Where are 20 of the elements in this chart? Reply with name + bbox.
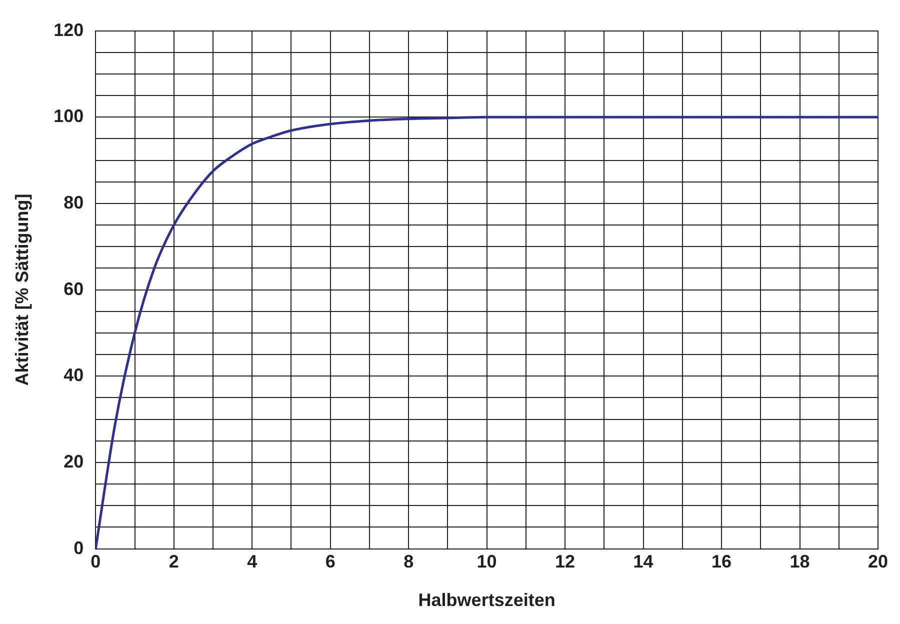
y-tick-label: 60 bbox=[64, 278, 84, 299]
x-tick-label: 10 bbox=[476, 552, 497, 572]
x-tick-label: 16 bbox=[712, 552, 732, 572]
y-tick-label: 120 bbox=[54, 20, 84, 40]
x-tick-label: 4 bbox=[247, 552, 258, 572]
y-tick-label: 0 bbox=[74, 538, 84, 558]
x-tick-label: 14 bbox=[633, 552, 654, 572]
x-tick-label: 8 bbox=[404, 552, 414, 572]
x-tick-label: 20 bbox=[868, 552, 888, 572]
y-axis-title: Aktivität [% Sättigung] bbox=[12, 194, 32, 386]
x-tick-label: 6 bbox=[325, 552, 336, 572]
x-tick-label: 0 bbox=[90, 552, 101, 572]
y-tick-label: 80 bbox=[64, 192, 84, 212]
y-tick-label: 100 bbox=[54, 106, 84, 126]
x-axis-title: Halbwertszeiten bbox=[418, 590, 556, 610]
y-tick-label: 40 bbox=[64, 365, 84, 386]
x-tick-label: 12 bbox=[555, 552, 576, 572]
y-tick-label: 20 bbox=[64, 451, 84, 472]
x-tick-label: 18 bbox=[790, 552, 810, 572]
x-tick-label: 2 bbox=[168, 552, 179, 572]
